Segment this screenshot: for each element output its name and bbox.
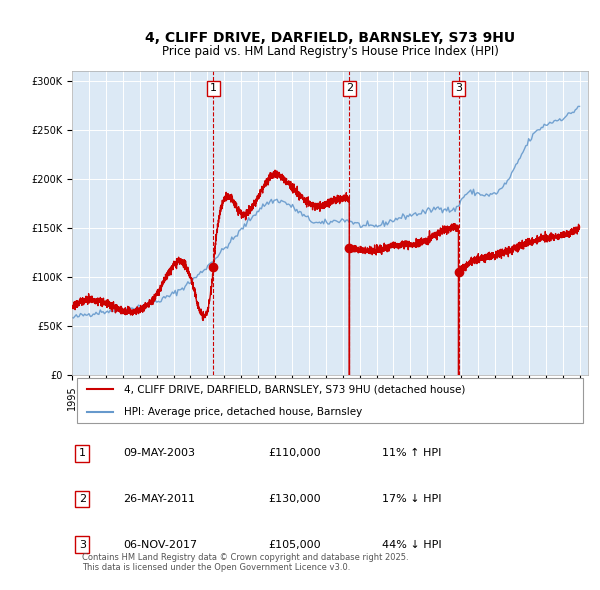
Text: 26-MAY-2011: 26-MAY-2011 bbox=[124, 494, 196, 504]
Text: 2: 2 bbox=[346, 83, 353, 93]
Text: 2: 2 bbox=[79, 494, 86, 504]
Text: 1: 1 bbox=[210, 83, 217, 93]
Text: 4, CLIFF DRIVE, DARFIELD, BARNSLEY, S73 9HU (detached house): 4, CLIFF DRIVE, DARFIELD, BARNSLEY, S73 … bbox=[124, 385, 465, 395]
Text: 11% ↑ HPI: 11% ↑ HPI bbox=[382, 448, 441, 458]
Text: HPI: Average price, detached house, Barnsley: HPI: Average price, detached house, Barn… bbox=[124, 407, 362, 417]
Text: 06-NOV-2017: 06-NOV-2017 bbox=[124, 540, 198, 550]
Text: 17% ↓ HPI: 17% ↓ HPI bbox=[382, 494, 441, 504]
Text: £105,000: £105,000 bbox=[268, 540, 321, 550]
FancyBboxPatch shape bbox=[77, 378, 583, 424]
Text: 4, CLIFF DRIVE, DARFIELD, BARNSLEY, S73 9HU: 4, CLIFF DRIVE, DARFIELD, BARNSLEY, S73 … bbox=[145, 31, 515, 45]
Text: Contains HM Land Registry data © Crown copyright and database right 2025.
This d: Contains HM Land Registry data © Crown c… bbox=[82, 553, 409, 572]
Text: 3: 3 bbox=[79, 540, 86, 550]
Text: 09-MAY-2003: 09-MAY-2003 bbox=[124, 448, 196, 458]
Text: £110,000: £110,000 bbox=[268, 448, 321, 458]
Text: Price paid vs. HM Land Registry's House Price Index (HPI): Price paid vs. HM Land Registry's House … bbox=[161, 45, 499, 58]
Text: 1: 1 bbox=[79, 448, 86, 458]
Text: £130,000: £130,000 bbox=[268, 494, 321, 504]
Text: 44% ↓ HPI: 44% ↓ HPI bbox=[382, 540, 441, 550]
Text: 3: 3 bbox=[455, 83, 462, 93]
